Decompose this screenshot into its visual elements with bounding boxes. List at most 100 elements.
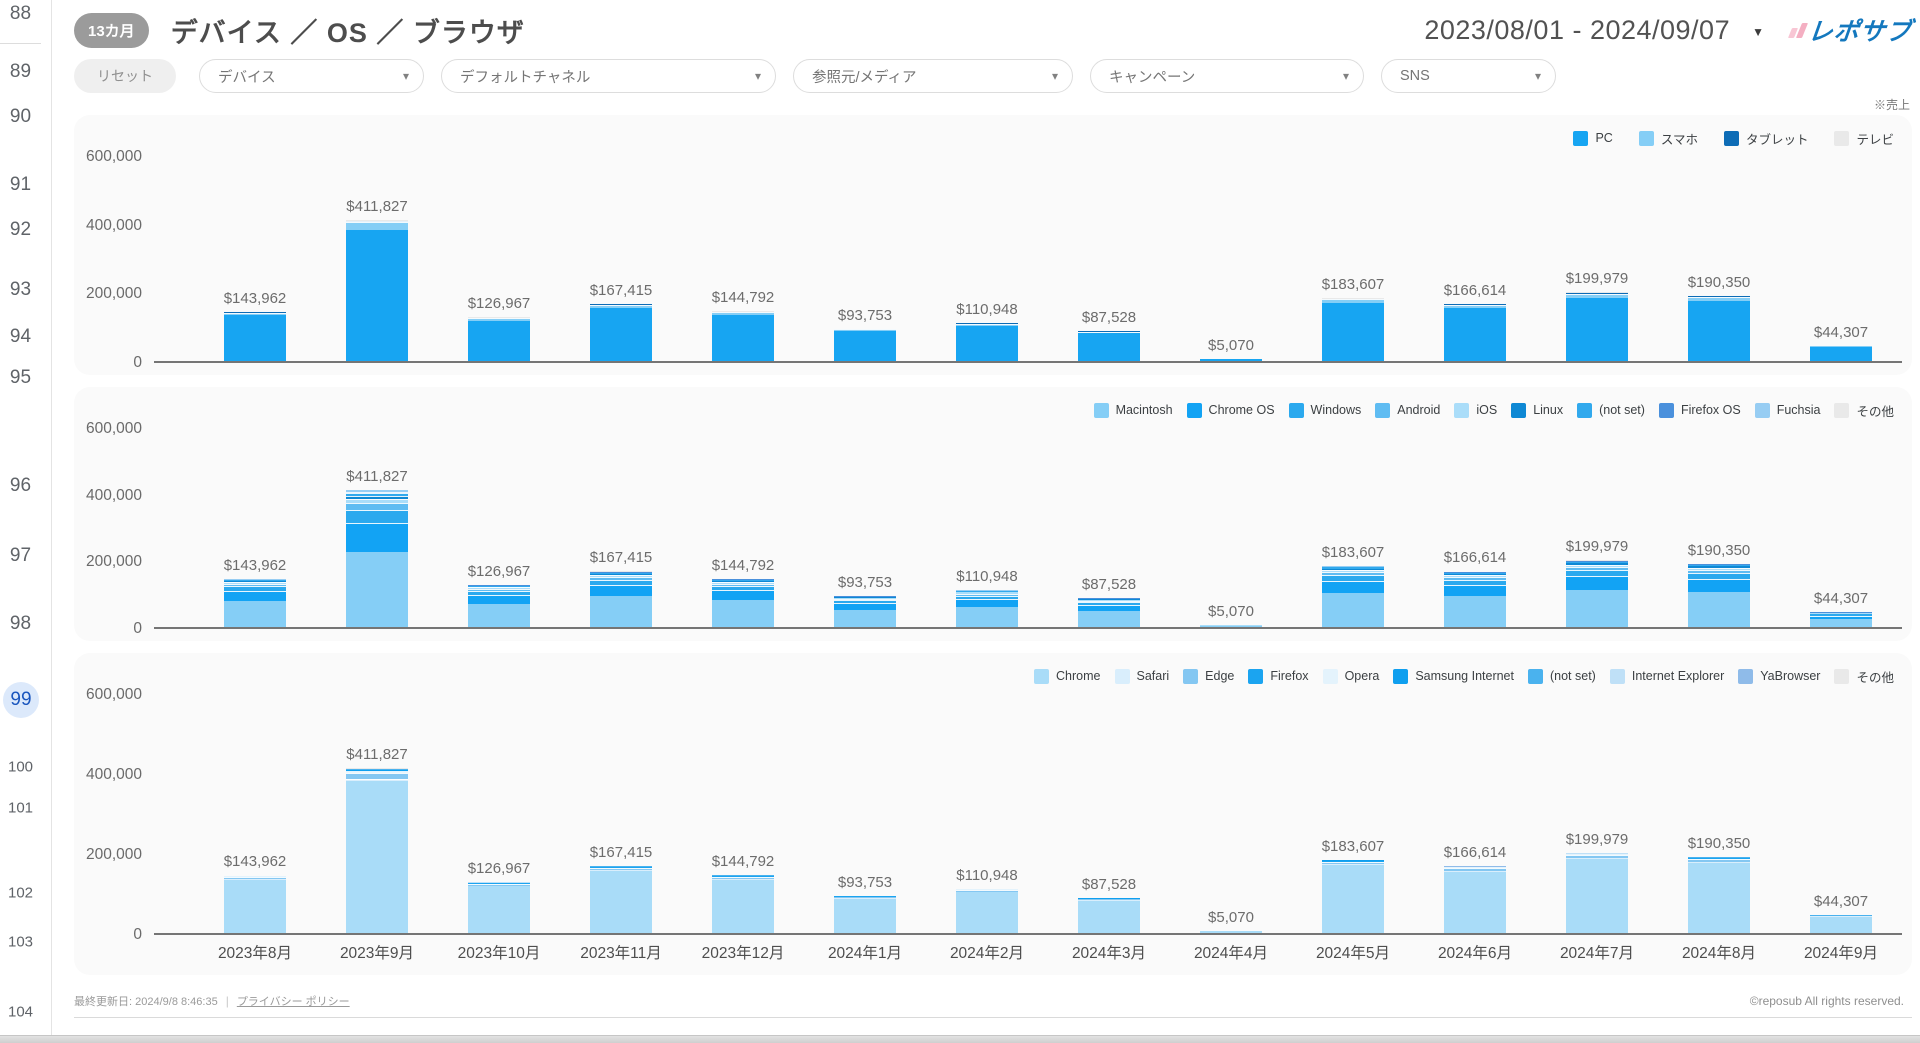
stacked-bar[interactable] <box>224 579 286 627</box>
reset-button[interactable]: リセット <box>74 59 176 93</box>
stacked-bar[interactable] <box>346 219 408 361</box>
legend-item: タブレット <box>1723 129 1808 148</box>
bar-value-label: $190,350 <box>1687 834 1751 852</box>
stacked-bar[interactable] <box>1688 563 1750 627</box>
stacked-bar[interactable] <box>956 590 1018 627</box>
stacked-bar[interactable] <box>1810 612 1872 627</box>
stacked-bar[interactable] <box>1444 303 1506 361</box>
filter-dropdown-label: デフォルトチャネル <box>460 69 591 86</box>
stacked-bar[interactable] <box>1566 292 1628 361</box>
bar-segment <box>1322 571 1384 575</box>
x-axis-label: 2024年4月 <box>1193 945 1269 962</box>
stacked-bar[interactable] <box>834 595 896 627</box>
stacked-bar[interactable] <box>1444 866 1506 933</box>
bar-segment <box>1444 579 1506 585</box>
bar-segment <box>1322 575 1384 581</box>
legend-swatch-icon <box>1834 668 1850 684</box>
stacked-bar[interactable] <box>1444 571 1506 627</box>
bar-segment <box>1566 576 1628 591</box>
stacked-bar[interactable] <box>224 311 286 361</box>
stacked-bar[interactable] <box>1322 859 1384 933</box>
stacked-bar[interactable] <box>346 489 408 627</box>
sidebar-page-88[interactable]: 88 <box>9 3 32 24</box>
sidebar-page-97[interactable]: 97 <box>9 545 32 566</box>
sidebar-page-99[interactable]: 99 <box>3 682 39 718</box>
stacked-bar[interactable] <box>1688 295 1750 361</box>
sidebar-page-90[interactable]: 90 <box>9 106 32 127</box>
stacked-bar[interactable] <box>590 303 652 361</box>
date-range-selector[interactable]: 2023/08/01 - 2024/09/07 ▼ <box>1424 15 1764 46</box>
sidebar-page-95[interactable]: 95 <box>9 367 32 388</box>
stacked-bar[interactable] <box>956 322 1018 361</box>
stacked-bar[interactable] <box>712 578 774 627</box>
bar-slot: $199,979 <box>1536 429 1658 627</box>
stacked-bar[interactable] <box>1810 345 1872 361</box>
stacked-bar[interactable] <box>1322 565 1384 627</box>
stacked-bar[interactable] <box>1322 298 1384 361</box>
bar-value-label: $44,307 <box>1813 590 1869 608</box>
bar-segment <box>346 510 408 523</box>
bar-segment <box>1444 870 1506 872</box>
stacked-bar[interactable] <box>834 895 896 933</box>
stacked-bar[interactable] <box>224 875 286 933</box>
filter-dropdown-4[interactable]: キャンペーン ▾ <box>1090 59 1364 93</box>
stacked-bar[interactable] <box>590 866 652 933</box>
sidebar-page-94[interactable]: 94 <box>9 326 32 347</box>
stacked-bar[interactable] <box>1566 853 1628 933</box>
stacked-bar[interactable] <box>712 311 774 361</box>
stacked-bar[interactable] <box>590 571 652 627</box>
sidebar-page-101[interactable]: 101 <box>7 799 34 817</box>
sidebar-page-98[interactable]: 98 <box>9 613 32 634</box>
filter-dropdown-5[interactable]: SNS ▾ <box>1381 59 1556 93</box>
stacked-bar[interactable] <box>468 882 530 933</box>
stacked-bar[interactable] <box>1078 597 1140 627</box>
sidebar-page-102[interactable]: 102 <box>7 884 34 902</box>
privacy-policy-link[interactable]: プライバシー ポリシー <box>236 996 350 1008</box>
copyright-text: ©reposub All rights reserved. <box>1749 994 1904 1008</box>
legend-label: PC <box>1595 131 1613 145</box>
bar-segment <box>1688 858 1750 860</box>
bar-segment <box>956 325 1018 361</box>
stacked-bar[interactable] <box>1566 560 1628 627</box>
chevron-down-icon: ▾ <box>1051 69 1058 83</box>
bar-segment <box>1566 590 1628 627</box>
legend-label: スマホ <box>1660 132 1698 147</box>
device-chart-plot: $143,962 $411,827 $126,967 $167,415 $144,792… <box>154 157 1902 363</box>
bar-segment <box>224 600 286 627</box>
filter-dropdown-3[interactable]: 参照元/メディア ▾ <box>793 59 1073 93</box>
sidebar-page-104[interactable]: 104 <box>7 1003 34 1021</box>
stacked-bar[interactable] <box>468 317 530 361</box>
bar-slot: $143,962 <box>194 429 316 627</box>
sidebar-page-103[interactable]: 103 <box>7 933 34 951</box>
sidebar-page-91[interactable]: 91 <box>9 174 32 195</box>
stacked-bar[interactable] <box>346 768 408 933</box>
stacked-bar[interactable] <box>834 328 896 361</box>
stacked-bar[interactable] <box>1200 625 1262 627</box>
stacked-bar[interactable] <box>956 888 1018 933</box>
filter-dropdown-2[interactable]: デフォルトチャネル ▾ <box>441 59 776 93</box>
stacked-bar[interactable] <box>1688 856 1750 933</box>
bar-segment <box>468 603 530 627</box>
sidebar-page-89[interactable]: 89 <box>9 61 32 82</box>
stacked-bar[interactable] <box>1078 898 1140 933</box>
bar-segment <box>1078 900 1140 933</box>
sidebar-page-96[interactable]: 96 <box>9 475 32 496</box>
stacked-bar[interactable] <box>468 584 530 627</box>
stacked-bar[interactable] <box>1200 359 1262 361</box>
bar-segment <box>1688 295 1750 297</box>
legend-swatch-icon <box>1114 668 1130 684</box>
stacked-bar[interactable] <box>1078 330 1140 361</box>
stacked-bar[interactable] <box>1810 915 1872 933</box>
bar-segment <box>956 595 1018 599</box>
bar-segment <box>1566 859 1628 933</box>
stacked-bar[interactable] <box>1200 931 1262 933</box>
filter-dropdown-1[interactable]: デバイス ▾ <box>199 59 424 93</box>
bar-segment <box>468 883 530 884</box>
sidebar-page-92[interactable]: 92 <box>9 219 32 240</box>
stacked-bar[interactable] <box>712 875 774 933</box>
sidebar-page-93[interactable]: 93 <box>9 279 32 300</box>
legend-swatch-icon <box>1573 130 1589 146</box>
sidebar-page-100[interactable]: 100 <box>7 758 34 776</box>
bar-segment <box>346 498 408 504</box>
bar-segment <box>468 885 530 887</box>
